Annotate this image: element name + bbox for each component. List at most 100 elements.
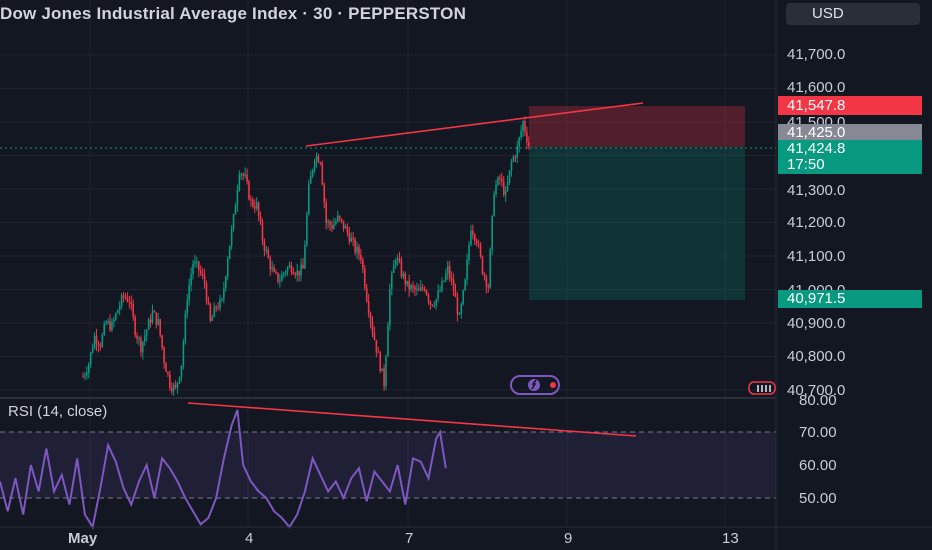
candle-body: [109, 320, 111, 331]
candle-body: [288, 265, 291, 268]
candle-body: [350, 238, 353, 242]
resistance-trendline[interactable]: [305, 102, 644, 147]
candle-body: [508, 170, 511, 183]
candle-body: [82, 376, 84, 378]
candle-body: [221, 299, 223, 301]
candle-body: [335, 221, 337, 225]
candle-body: [143, 335, 146, 342]
candle-body: [329, 221, 331, 226]
candle-body: [198, 261, 200, 271]
candle-body: [356, 246, 358, 253]
candle-body: [169, 374, 171, 388]
candle-body: [360, 254, 362, 260]
candle-body: [118, 306, 121, 311]
rsi-indicator-title[interactable]: RSI (14, close): [8, 403, 108, 420]
candle-body: [464, 279, 466, 291]
current-price-tag[interactable]: 41,424.8 17:50: [778, 140, 922, 174]
candle-body: [400, 261, 403, 277]
candle-body: [105, 322, 107, 325]
candle-body: [192, 263, 194, 275]
candle-body: [115, 313, 117, 320]
candle-body: [445, 273, 447, 281]
candle-body: [255, 202, 258, 209]
candle-body: [215, 306, 217, 308]
candle-body: [340, 218, 343, 221]
candle-body: [362, 259, 364, 269]
candle-body: [398, 258, 401, 262]
candle-body: [375, 339, 378, 352]
target-price-tag[interactable]: 40,971.5: [778, 290, 922, 308]
candle-body: [194, 261, 196, 264]
candle-body: [394, 260, 397, 266]
candle-body: [140, 338, 142, 353]
candles: [82, 116, 530, 396]
last-close-tag[interactable]: 41,425.0: [778, 124, 922, 141]
target-zone[interactable]: [529, 147, 745, 300]
candle-body: [392, 265, 395, 274]
candle-body: [132, 304, 134, 317]
candle-body: [87, 364, 90, 373]
price-axis-label: 41,100.0: [787, 248, 846, 265]
candle-body: [116, 310, 119, 314]
candle-body: [300, 264, 302, 276]
candle-body: [365, 287, 368, 302]
candle-body: [240, 174, 243, 176]
candle-body: [404, 273, 407, 285]
candle-body: [170, 387, 173, 392]
candle-body: [273, 267, 275, 272]
candle-body: [159, 319, 161, 336]
candle-body: [174, 384, 177, 388]
candle-body: [506, 182, 509, 191]
candle-body: [101, 334, 104, 347]
candle-body: [419, 287, 422, 291]
candle-body: [138, 338, 140, 340]
candle-body: [452, 279, 455, 291]
short-position-tool[interactable]: [529, 106, 745, 300]
candle-body: [209, 303, 212, 321]
tradingview-logo-icon[interactable]: [510, 375, 560, 395]
price-axis-label: 41,300.0: [787, 182, 846, 199]
candle-body: [369, 313, 372, 322]
candle-body: [149, 319, 152, 323]
candle-body: [95, 335, 98, 344]
candle-body: [477, 243, 480, 245]
time-axis-label: May: [68, 530, 98, 547]
candle-body: [126, 297, 129, 302]
candle-body: [522, 121, 524, 131]
candle-body: [512, 156, 515, 162]
candle-body: [180, 365, 183, 378]
candle-body: [473, 234, 476, 241]
candle-body: [524, 121, 526, 133]
candle-body: [481, 256, 484, 274]
candle-body: [389, 288, 391, 326]
candle-body: [456, 297, 459, 315]
candle-body: [308, 183, 310, 215]
candle-body: [462, 290, 465, 305]
candle-body: [279, 281, 281, 283]
stop-price-tag[interactable]: 41,547.8: [778, 96, 922, 115]
candle-body: [497, 177, 499, 185]
candle-body: [163, 347, 165, 364]
stop-zone[interactable]: [529, 106, 745, 147]
candle-body: [336, 215, 339, 222]
candle-body: [315, 156, 318, 161]
candle-body: [120, 295, 123, 307]
rsi-line: [0, 409, 447, 530]
candle-body: [226, 258, 229, 277]
candle-body: [296, 270, 299, 276]
candle-body: [491, 215, 493, 250]
candle-body: [124, 296, 127, 298]
candle-body: [263, 241, 266, 251]
calendar-icon[interactable]: [748, 381, 776, 395]
currency-button[interactable]: USD: [786, 3, 920, 25]
candle-body: [232, 214, 235, 229]
rsi-divergence-trendline[interactable]: [187, 402, 637, 437]
candle-body: [228, 245, 231, 259]
candle-body: [450, 277, 453, 280]
candle-body: [387, 325, 389, 357]
candle-body: [302, 264, 304, 269]
candle-body: [406, 280, 409, 285]
candle-body: [188, 285, 190, 301]
candle-body: [236, 190, 239, 206]
